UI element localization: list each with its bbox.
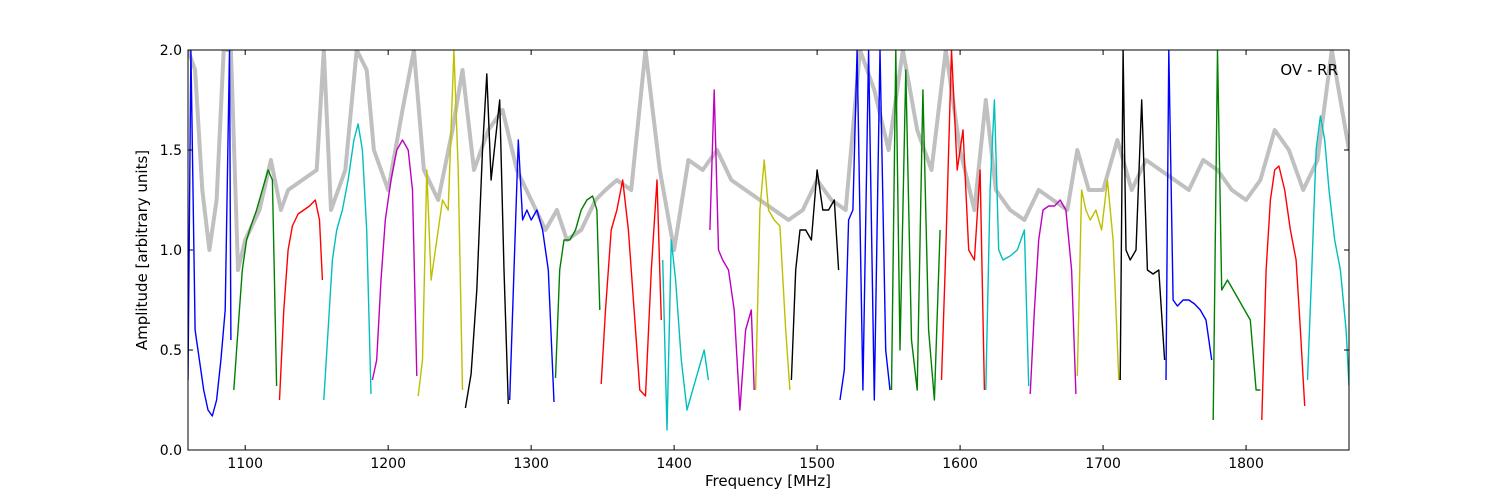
x-axis-label: Frequency [MHz]	[705, 472, 831, 490]
subband-series-4	[323, 123, 372, 401]
background-envelope	[188, 50, 1349, 272]
x-tick-label: 1400	[656, 456, 692, 472]
subband-series-13	[754, 159, 791, 391]
subband-series-6	[417, 50, 464, 397]
subband-series-19	[1029, 199, 1077, 395]
subband-series-12	[709, 89, 755, 411]
subband-series-17	[940, 50, 986, 391]
subband-series-7	[464, 73, 509, 409]
x-tick-label: 1500	[799, 456, 835, 472]
y-axis-label: Amplitude [arbitrary units]	[133, 150, 151, 350]
subband-series-20	[1076, 179, 1120, 381]
subband-series-11	[662, 239, 710, 431]
x-tick-label: 1600	[942, 456, 978, 472]
subband-series-14	[790, 169, 840, 381]
subband-series-9	[554, 195, 601, 379]
subband-series-16	[890, 50, 941, 401]
subband-series-10	[600, 179, 662, 397]
subband-series-18	[985, 99, 1030, 391]
plot-frame	[187, 49, 1350, 451]
y-tick-label: 1.0	[160, 243, 182, 259]
subband-series-3	[278, 199, 324, 401]
subband-series-25	[1306, 115, 1349, 387]
subband-series-15	[839, 50, 891, 401]
plot-annotation: OV - RR	[1280, 61, 1338, 79]
subband-series-22	[1165, 50, 1213, 381]
subband-series-1	[188, 50, 232, 417]
y-tick-label: 0.5	[160, 343, 182, 359]
x-tick-label: 1100	[227, 456, 263, 472]
x-tick-label: 1800	[1228, 456, 1264, 472]
axis-layer: 1100 1200 1300 1400 1500 1600 1700 1800 0.0 0.5 1.…	[160, 43, 1349, 472]
data-layer	[188, 50, 1349, 431]
subband-series-8	[509, 139, 555, 403]
y-tick-label: 0.0	[160, 443, 182, 459]
subband-series-24	[1261, 165, 1306, 421]
x-tick-label: 1300	[513, 456, 549, 472]
subband-series-23	[1212, 50, 1261, 421]
y-tick-label: 1.5	[160, 143, 182, 159]
x-tick-label: 1700	[1085, 456, 1121, 472]
x-tick-label: 1200	[370, 456, 406, 472]
subband-series-21	[1119, 50, 1166, 381]
y-tick-label: 2.0	[160, 43, 182, 59]
subband-series-2	[233, 169, 278, 391]
subband-series-5	[371, 139, 418, 381]
